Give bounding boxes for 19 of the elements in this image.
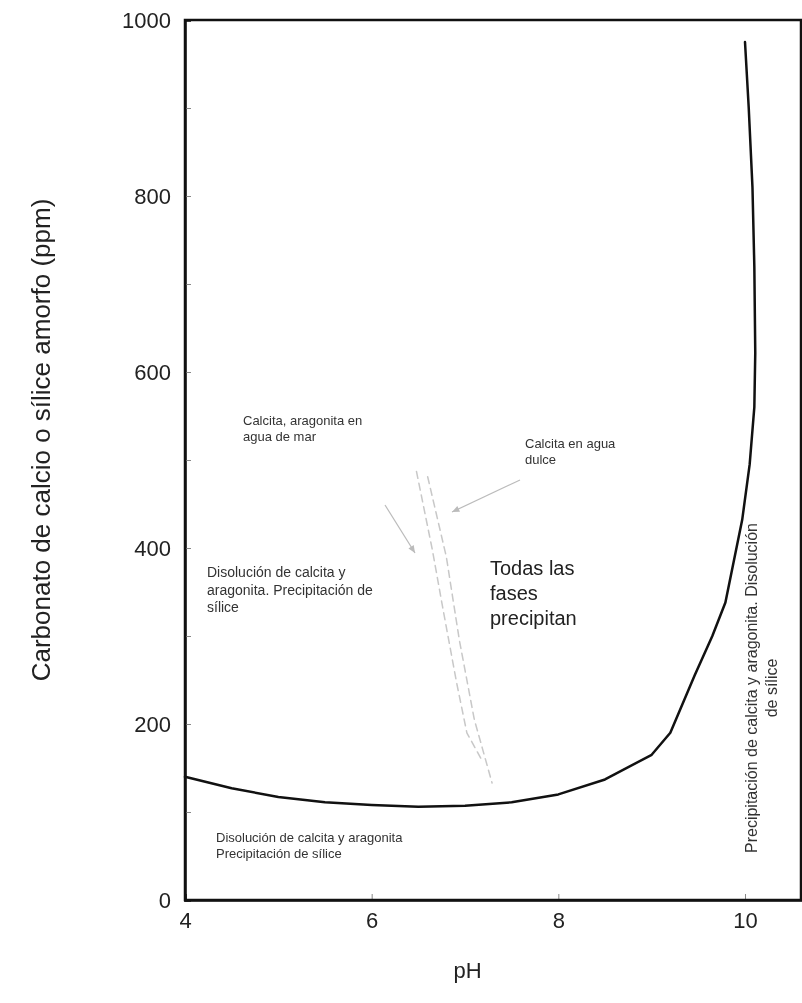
line-series — [415, 470, 483, 761]
annotation: Disolución de calcita y aragonita. Precipitación de sílice — [207, 564, 374, 617]
y-axis-title: Carbonato de calcio o sílice amorfo (ppm) — [26, 198, 56, 682]
annotation: Calcita, aragonita en agua de mar — [243, 413, 364, 446]
y-tick-label: 800 — [134, 183, 171, 209]
annotation: Precipitación de calcita y aragonita. Disolución de sílice — [742, 522, 781, 855]
y-tick-label: 400 — [134, 535, 171, 561]
y-tick-label: 1000 — [122, 7, 171, 33]
y-tick-label: 0 — [158, 887, 171, 913]
annotation: Todas las fases precipitan — [490, 556, 578, 631]
x-tick-label: 8 — [552, 907, 565, 933]
x-tick-label: 4 — [179, 907, 192, 933]
annotation: Calcita en agua dulce — [525, 436, 617, 469]
y-tick-label: 600 — [134, 359, 171, 385]
annotation: Disolución de calcita y aragonita Precipitación de sílice — [216, 830, 404, 863]
x-tick-label: 10 — [733, 907, 758, 933]
y-tick-label: 200 — [134, 711, 171, 737]
x-tick-label: 6 — [366, 907, 379, 933]
x-axis-title: pH — [453, 958, 482, 983]
